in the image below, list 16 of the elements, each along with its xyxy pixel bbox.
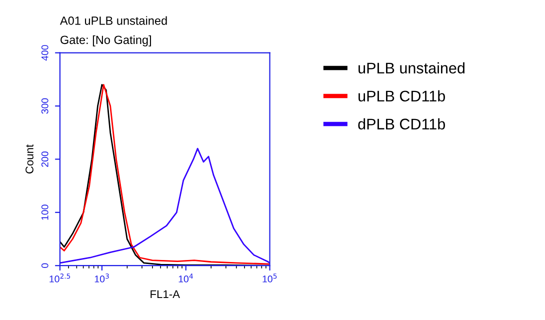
x-tick-label: 10$^{3}$ [94,274,109,282]
x-tick-label: 10$^{4}$ [178,274,193,282]
chart-subtitle: Gate: [No Gating] [60,35,151,46]
x-tick-label: 10$^{2.5}$ [50,274,70,282]
y-tick-label: 200 [41,151,48,167]
chart-title: A01 uPLB unstained [60,16,167,25]
x-tick-label: 10$^{5}$ [262,274,277,282]
legend-label: uPLB CD11b [358,90,445,102]
y-axis-title: Count [26,144,34,174]
y-tick-label: 400 [41,45,48,61]
legend-label: uPLB unstained [358,62,464,74]
x-axis-title: FL1-A [150,290,180,298]
y-tick-label: 100 [41,204,48,220]
y-tick-label: 300 [41,98,48,114]
y-tick-label: 0 [41,263,48,268]
legend-label: dPLB CD11b [358,118,445,130]
